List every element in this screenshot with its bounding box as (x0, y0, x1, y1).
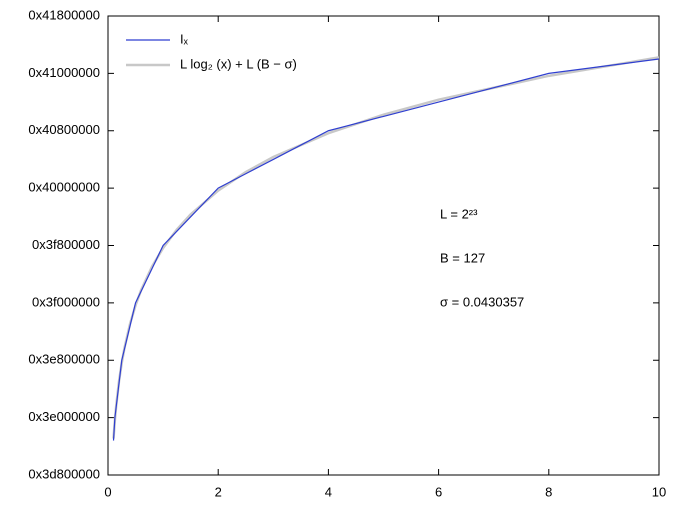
series-line (112, 56, 659, 439)
x-tick-label: 0 (104, 484, 111, 499)
legend-label: Iₓ (180, 31, 189, 46)
x-tick-label: 6 (435, 484, 442, 499)
y-tick-label: 0x3d800000 (28, 466, 100, 481)
y-tick-label: 0x41000000 (28, 65, 100, 80)
plot-frame (107, 15, 660, 476)
y-tick-label: 0x3e000000 (28, 409, 100, 424)
y-tick-label: 0x3e800000 (28, 352, 100, 367)
y-tick-label: 0x40000000 (28, 180, 100, 195)
annotation: L = 2²³ (440, 206, 478, 221)
y-tick-label: 0x3f800000 (32, 237, 100, 252)
x-tick-label: 4 (325, 484, 332, 499)
legend-label: L log₂ (x) + L (B − σ) (180, 56, 297, 71)
y-tick-label: 0x40800000 (28, 122, 100, 137)
annotation: B = 127 (440, 250, 485, 265)
annotation: σ = 0.0430357 (440, 294, 524, 309)
series-line (112, 58, 659, 441)
y-tick-label: 0x41800000 (28, 7, 100, 22)
x-tick-label: 2 (215, 484, 222, 499)
y-tick-label: 0x3f000000 (32, 294, 100, 309)
x-tick-label: 8 (545, 484, 552, 499)
x-tick-label: 10 (652, 484, 666, 499)
